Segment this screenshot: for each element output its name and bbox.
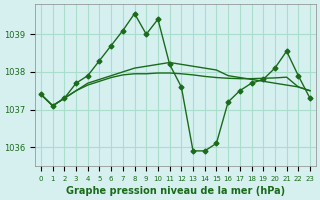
X-axis label: Graphe pression niveau de la mer (hPa): Graphe pression niveau de la mer (hPa) [66,186,285,196]
